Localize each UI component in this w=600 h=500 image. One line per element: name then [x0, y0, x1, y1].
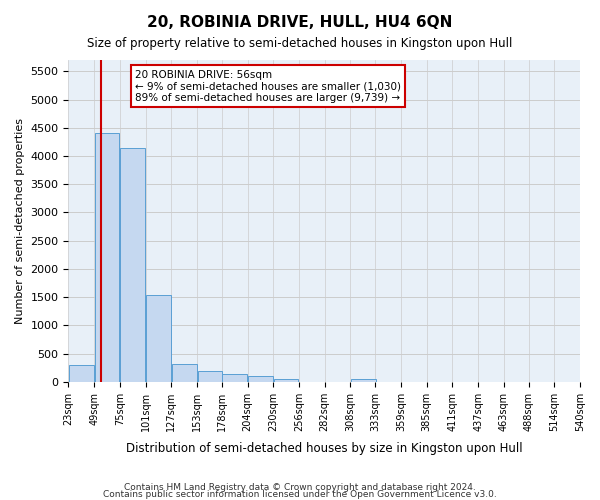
- Bar: [146, 296, 171, 382]
- Text: Contains public sector information licensed under the Open Government Licence v3: Contains public sector information licen…: [103, 490, 497, 499]
- Text: Contains HM Land Registry data © Crown copyright and database right 2024.: Contains HM Land Registry data © Crown c…: [124, 484, 476, 492]
- Text: 20 ROBINIA DRIVE: 56sqm
← 9% of semi-detached houses are smaller (1,030)
89% of : 20 ROBINIA DRIVE: 56sqm ← 9% of semi-det…: [135, 70, 401, 103]
- Text: 20, ROBINIA DRIVE, HULL, HU4 6QN: 20, ROBINIA DRIVE, HULL, HU4 6QN: [148, 15, 452, 30]
- Bar: [95, 134, 119, 382]
- Bar: [121, 148, 145, 382]
- Bar: [351, 378, 376, 382]
- Bar: [172, 364, 197, 382]
- X-axis label: Distribution of semi-detached houses by size in Kingston upon Hull: Distribution of semi-detached houses by …: [126, 442, 523, 455]
- Bar: [69, 365, 94, 382]
- Bar: [274, 378, 298, 382]
- Bar: [248, 376, 273, 382]
- Bar: [222, 374, 247, 382]
- Bar: [197, 370, 222, 382]
- Y-axis label: Number of semi-detached properties: Number of semi-detached properties: [15, 118, 25, 324]
- Text: Size of property relative to semi-detached houses in Kingston upon Hull: Size of property relative to semi-detach…: [88, 38, 512, 51]
